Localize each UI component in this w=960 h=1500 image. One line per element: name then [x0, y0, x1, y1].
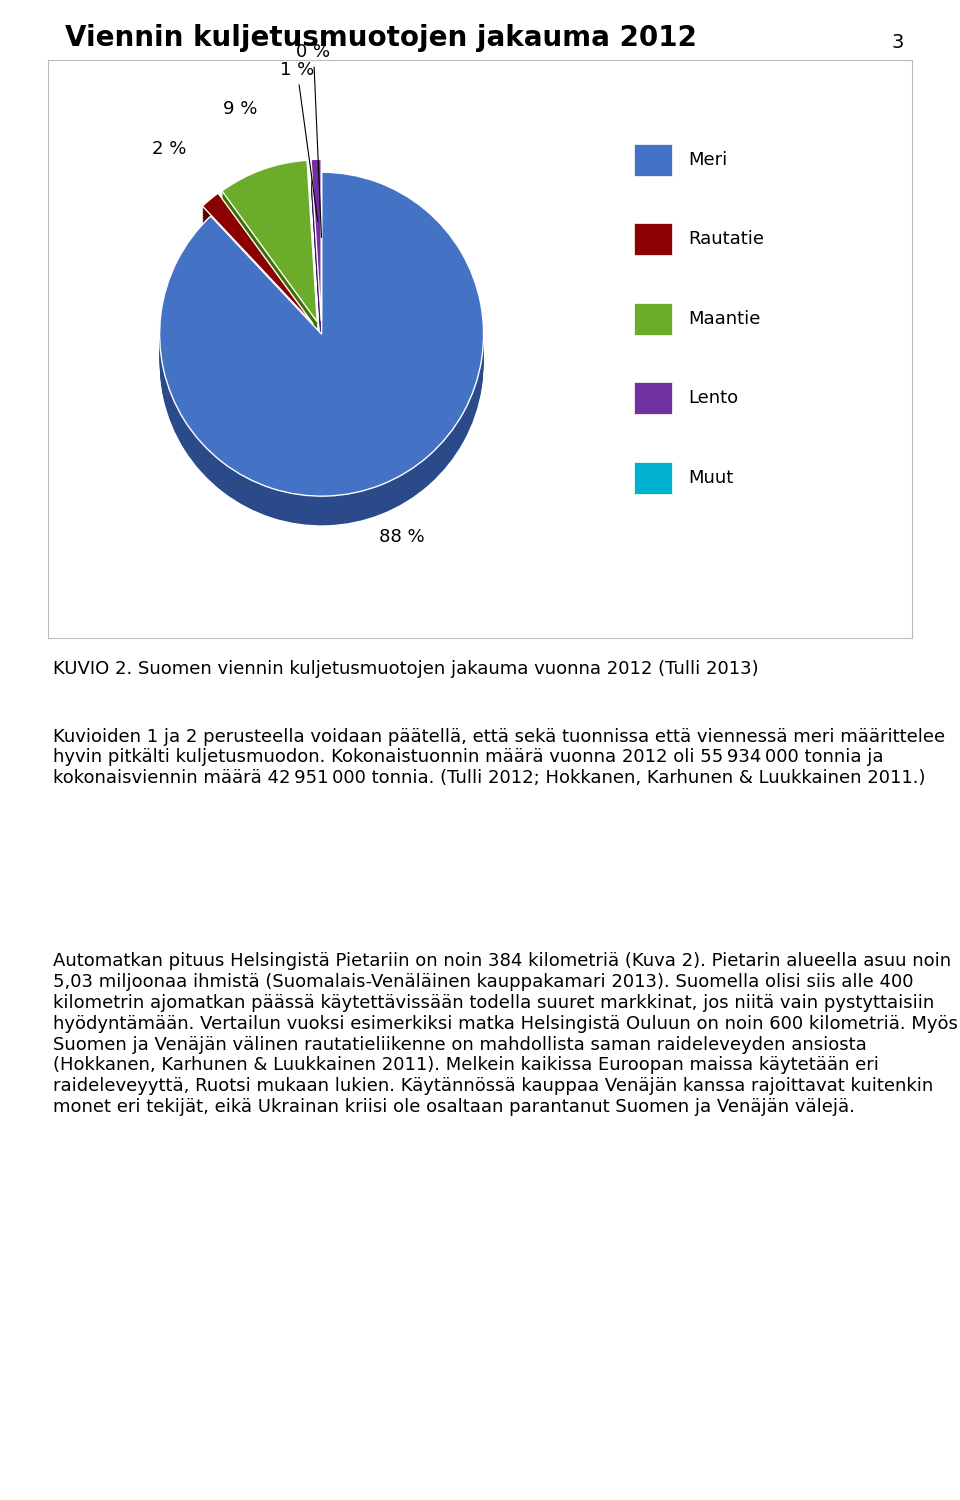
- Wedge shape: [222, 183, 317, 345]
- Wedge shape: [203, 201, 313, 332]
- Wedge shape: [311, 166, 322, 328]
- Wedge shape: [203, 196, 313, 328]
- Text: KUVIO 2. Suomen viennin kuljetusmuotojen jakauma vuonna 2012 (Tulli 2013): KUVIO 2. Suomen viennin kuljetusmuotojen…: [53, 660, 758, 678]
- Wedge shape: [159, 172, 484, 497]
- Wedge shape: [311, 165, 322, 327]
- Wedge shape: [159, 180, 484, 504]
- Wedge shape: [203, 209, 313, 339]
- Wedge shape: [159, 195, 484, 519]
- Wedge shape: [203, 206, 313, 336]
- Wedge shape: [159, 189, 484, 513]
- Wedge shape: [222, 172, 317, 333]
- Text: Lento: Lento: [688, 390, 738, 408]
- Wedge shape: [222, 178, 317, 339]
- Wedge shape: [203, 194, 313, 324]
- Wedge shape: [311, 164, 322, 326]
- Wedge shape: [222, 176, 317, 338]
- Bar: [634, 462, 672, 494]
- Bar: [634, 144, 672, 176]
- Text: 3: 3: [892, 33, 903, 53]
- Wedge shape: [311, 183, 322, 345]
- Wedge shape: [159, 188, 484, 512]
- Wedge shape: [222, 186, 317, 346]
- Wedge shape: [159, 174, 484, 498]
- Wedge shape: [203, 220, 313, 351]
- Wedge shape: [311, 186, 322, 348]
- Text: 88 %: 88 %: [379, 528, 425, 546]
- Wedge shape: [311, 170, 322, 332]
- Wedge shape: [311, 176, 322, 338]
- Wedge shape: [203, 207, 313, 338]
- Wedge shape: [311, 177, 322, 339]
- Wedge shape: [203, 194, 313, 324]
- Bar: [634, 303, 672, 334]
- Wedge shape: [311, 180, 322, 342]
- Wedge shape: [222, 174, 317, 336]
- Wedge shape: [311, 172, 322, 334]
- Wedge shape: [203, 213, 313, 344]
- Wedge shape: [159, 178, 484, 503]
- Wedge shape: [311, 159, 322, 321]
- Wedge shape: [311, 178, 322, 340]
- Wedge shape: [311, 189, 322, 351]
- Wedge shape: [203, 202, 313, 334]
- Text: 9 %: 9 %: [224, 99, 257, 117]
- Wedge shape: [203, 210, 313, 342]
- Text: Rautatie: Rautatie: [688, 231, 764, 248]
- Wedge shape: [159, 194, 484, 518]
- Text: Muut: Muut: [688, 468, 733, 488]
- Text: Viennin kuljetusmuotojen jakauma 2012: Viennin kuljetusmuotojen jakauma 2012: [65, 24, 697, 52]
- Bar: [634, 382, 672, 414]
- Wedge shape: [159, 201, 484, 525]
- Bar: [634, 224, 672, 255]
- Wedge shape: [203, 216, 313, 348]
- Text: 0 %: 0 %: [297, 44, 330, 237]
- Wedge shape: [222, 166, 317, 328]
- Wedge shape: [203, 222, 313, 354]
- Wedge shape: [159, 200, 484, 524]
- Wedge shape: [222, 162, 317, 324]
- Wedge shape: [222, 182, 317, 344]
- Text: 1 %: 1 %: [280, 62, 318, 222]
- Text: Meri: Meri: [688, 152, 728, 170]
- Wedge shape: [222, 170, 317, 332]
- Wedge shape: [222, 168, 317, 330]
- Wedge shape: [222, 164, 317, 326]
- Wedge shape: [222, 189, 317, 351]
- Text: 2 %: 2 %: [152, 141, 186, 159]
- Wedge shape: [311, 160, 322, 322]
- Wedge shape: [222, 188, 317, 350]
- Wedge shape: [159, 184, 484, 509]
- Wedge shape: [222, 160, 317, 322]
- Wedge shape: [159, 172, 484, 497]
- Wedge shape: [159, 182, 484, 506]
- Wedge shape: [203, 200, 313, 330]
- Wedge shape: [159, 192, 484, 516]
- Wedge shape: [159, 186, 484, 510]
- Text: Maantie: Maantie: [688, 310, 761, 328]
- Text: Automatkan pituus Helsingistä Pietariin on noin 384 kilometriä (Kuva 2). Pietari: Automatkan pituus Helsingistä Pietariin …: [53, 952, 958, 1116]
- Wedge shape: [203, 195, 313, 326]
- Wedge shape: [203, 219, 313, 350]
- Wedge shape: [311, 171, 322, 333]
- Wedge shape: [222, 160, 317, 322]
- Wedge shape: [311, 184, 322, 346]
- Wedge shape: [203, 214, 313, 345]
- Wedge shape: [222, 180, 317, 342]
- Text: Kuvioiden 1 ja 2 perusteella voidaan päätellä, että sekä tuonnissa että vienness: Kuvioiden 1 ja 2 perusteella voidaan pää…: [53, 728, 945, 788]
- Wedge shape: [311, 159, 322, 321]
- Wedge shape: [159, 198, 484, 522]
- Wedge shape: [159, 176, 484, 500]
